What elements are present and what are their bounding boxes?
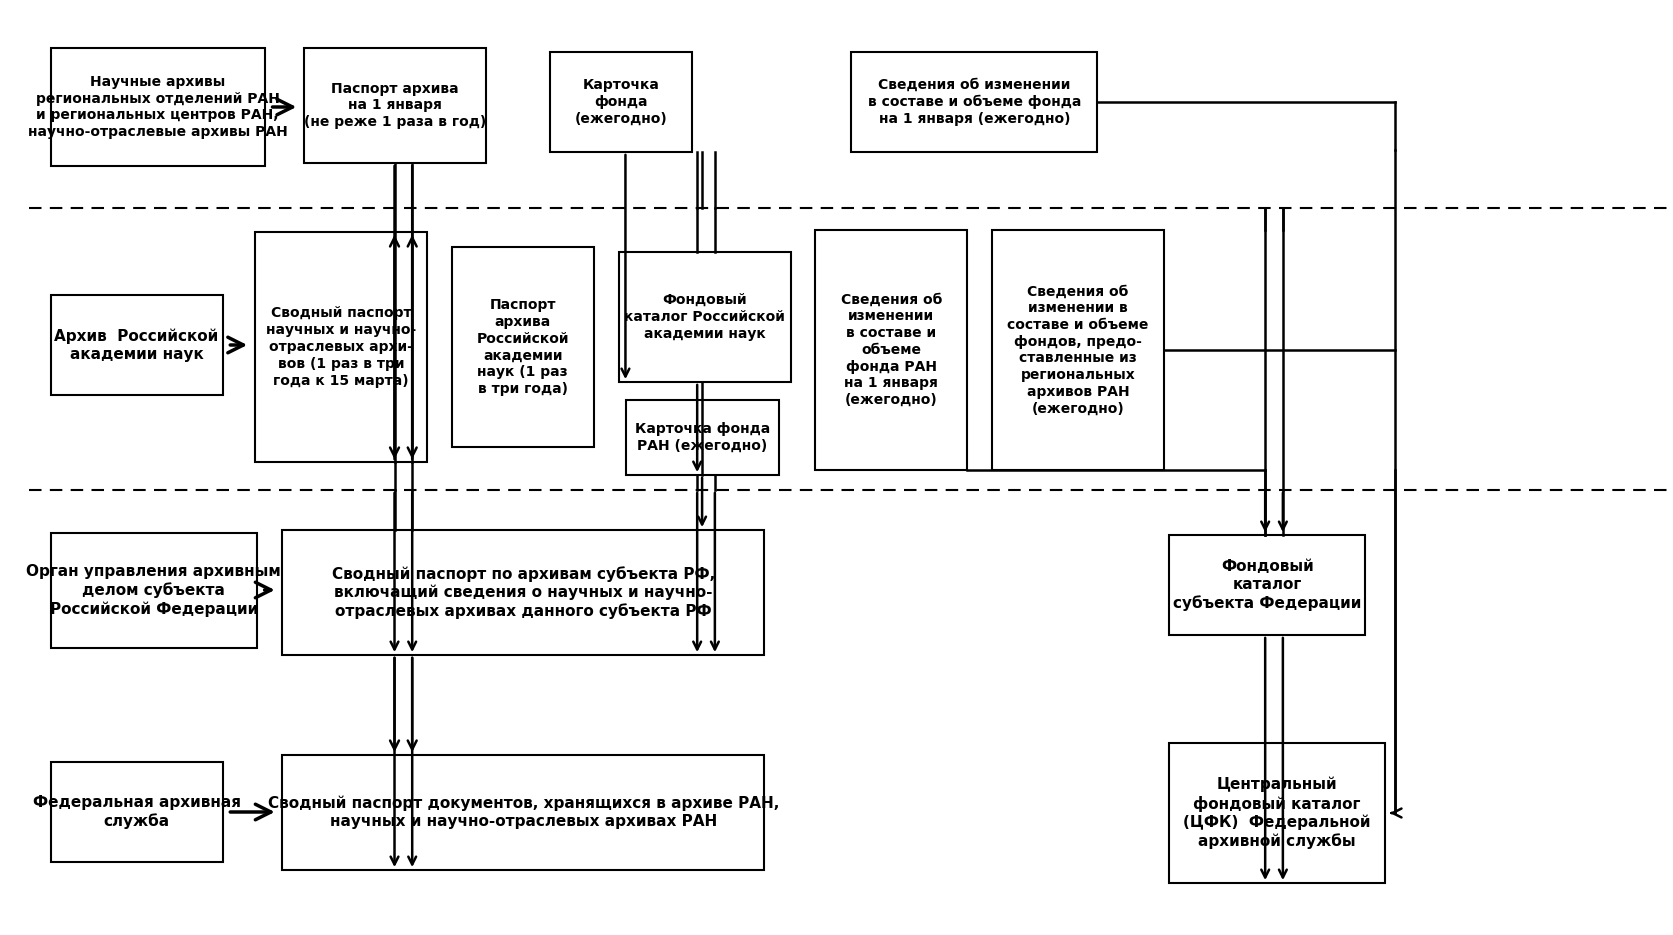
FancyBboxPatch shape	[815, 230, 967, 470]
FancyBboxPatch shape	[550, 52, 693, 152]
Text: Научные архивы
региональных отделений РАН
и региональных центров РАН,
научно-отр: Научные архивы региональных отделений РА…	[28, 75, 288, 139]
FancyBboxPatch shape	[283, 530, 765, 655]
Text: Центральный
фондовый каталог
(ЦФК)  Федеральной
архивной службы: Центральный фондовый каталог (ЦФК) Федер…	[1183, 777, 1370, 849]
Text: Сведения об
изменении в
составе и объеме
фондов, предо-
ставленные из
региональн: Сведения об изменении в составе и объеме…	[1007, 284, 1149, 416]
Text: Карточка
фонда
(ежегодно): Карточка фонда (ежегодно)	[574, 79, 668, 125]
FancyBboxPatch shape	[626, 400, 778, 475]
FancyBboxPatch shape	[304, 48, 485, 163]
Text: Федеральная архивная
служба: Федеральная архивная служба	[32, 795, 241, 829]
Text: Сводный паспорт
научных и научно-
отраслевых архи-
вов (1 раз в три
года к 15 ма: Сводный паспорт научных и научно- отрасл…	[266, 307, 417, 387]
Text: Орган управления архивным
делом субъекта
Российской Федерации: Орган управления архивным делом субъекта…	[27, 564, 281, 617]
Text: Паспорт архива
на 1 января
(не реже 1 раза в год): Паспорт архива на 1 января (не реже 1 ра…	[304, 81, 487, 129]
FancyBboxPatch shape	[452, 247, 594, 447]
Text: Фондовый
каталог Российской
академии наук: Фондовый каталог Российской академии нау…	[624, 294, 785, 340]
Text: Сводный паспорт документов, хранящихся в архиве РАН,
научных и научно-отраслевых: Сводный паспорт документов, хранящихся в…	[268, 796, 780, 829]
FancyBboxPatch shape	[1169, 743, 1385, 883]
FancyBboxPatch shape	[852, 52, 1097, 152]
Text: Паспорт
архива
Российской
академии
наук (1 раз
в три года): Паспорт архива Российской академии наук …	[477, 298, 569, 396]
FancyBboxPatch shape	[50, 295, 223, 395]
FancyBboxPatch shape	[50, 48, 264, 166]
Text: Сводный паспорт по архивам субъекта РФ,
включащий сведения о научных и научно-
о: Сводный паспорт по архивам субъекта РФ, …	[331, 566, 714, 619]
Text: Сведения об изменении
в составе и объеме фонда
на 1 января (ежегодно): Сведения об изменении в составе и объеме…	[868, 78, 1081, 126]
FancyBboxPatch shape	[283, 755, 765, 870]
FancyBboxPatch shape	[254, 232, 427, 462]
FancyBboxPatch shape	[992, 230, 1164, 470]
FancyBboxPatch shape	[619, 252, 791, 382]
Text: Фондовый
каталог
субъекта Федерации: Фондовый каталог субъекта Федерации	[1173, 559, 1362, 611]
FancyBboxPatch shape	[50, 762, 223, 862]
FancyBboxPatch shape	[50, 533, 258, 648]
Text: Сведения об
изменении
в составе и
объеме
фонда РАН
на 1 января
(ежегодно): Сведения об изменении в составе и объеме…	[840, 293, 942, 408]
Text: Карточка фонда
РАН (ежегодно): Карточка фонда РАН (ежегодно)	[636, 422, 770, 453]
Text: Архив  Российской
академии наук: Архив Российской академии наук	[55, 328, 219, 362]
FancyBboxPatch shape	[1169, 535, 1365, 635]
